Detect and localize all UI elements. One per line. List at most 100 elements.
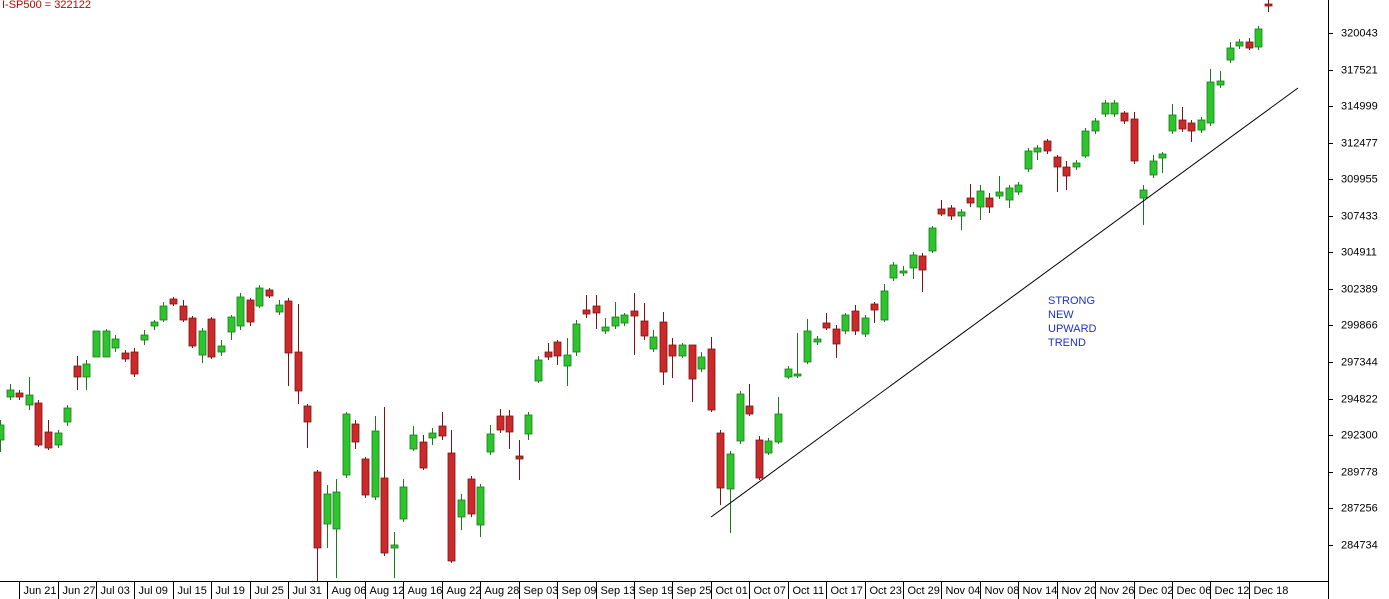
- x-tick-label: Jun 21: [24, 585, 57, 597]
- y-tick-label: 289778: [1341, 466, 1378, 478]
- candle-body: [803, 330, 812, 363]
- candle-body: [909, 254, 918, 269]
- candle-body: [255, 287, 264, 307]
- candle-body: [688, 344, 697, 380]
- candle-body: [1264, 3, 1273, 7]
- x-tick-label: Jul 31: [293, 585, 322, 597]
- candle-body: [707, 348, 716, 411]
- candle-body: [207, 318, 216, 358]
- y-tick-label: 312477: [1341, 137, 1378, 149]
- candle-body: [947, 207, 956, 217]
- candle-body: [918, 255, 927, 271]
- x-tick-label: Sep 13: [601, 585, 636, 597]
- candle-body: [179, 305, 188, 321]
- candle-body: [380, 477, 389, 554]
- candle-body: [486, 433, 495, 453]
- candle-body: [572, 323, 581, 353]
- candle-body: [1149, 160, 1158, 176]
- candle-body: [265, 289, 274, 297]
- candle-body: [592, 305, 601, 314]
- chart-title: I-SP500 = 322122: [2, 0, 91, 11]
- candle-body: [25, 394, 34, 406]
- x-tick-label: Nov 26: [1100, 585, 1135, 597]
- x-tick-label: Aug 28: [485, 585, 520, 597]
- candle-body: [524, 414, 533, 435]
- candle-body: [303, 405, 312, 423]
- candle-body: [1168, 114, 1177, 132]
- x-tick-label: Aug 12: [370, 585, 405, 597]
- candle-body: [227, 316, 236, 333]
- candle-body: [82, 363, 91, 378]
- candle-body: [1254, 28, 1263, 48]
- candle-body: [342, 413, 351, 476]
- candle-body: [1033, 147, 1042, 153]
- candle-body: [1053, 156, 1062, 168]
- candle-body: [841, 314, 850, 332]
- candle-body: [764, 440, 773, 454]
- candle-body: [496, 415, 505, 431]
- candle-body: [1178, 119, 1187, 130]
- candle-body: [1139, 189, 1148, 199]
- x-tick-label: Nov 08: [985, 585, 1020, 597]
- candle-body: [601, 326, 610, 332]
- candle-body: [985, 197, 994, 208]
- candle-body: [457, 499, 466, 518]
- x-tick-label: Sep 19: [639, 585, 674, 597]
- x-tick-label: Jul 25: [255, 585, 284, 597]
- candle-body: [1158, 153, 1167, 159]
- candle-body: [937, 208, 946, 215]
- x-tick-label: Dec 02: [1139, 585, 1174, 597]
- candle-body: [409, 434, 418, 450]
- candle-body: [323, 493, 332, 525]
- candle-body: [1235, 41, 1244, 47]
- x-tick-label: Oct 11: [793, 585, 825, 597]
- x-tick-label: Jul 09: [139, 585, 168, 597]
- candle-body: [476, 486, 485, 526]
- candle-body: [438, 425, 447, 437]
- annotation: STRONG: [1048, 295, 1095, 307]
- candle-body: [957, 211, 966, 217]
- candle-body: [1197, 119, 1206, 131]
- candle-body: [467, 478, 476, 515]
- x-tick-label: Jun 27: [63, 585, 96, 597]
- x-tick-label: Aug 22: [447, 585, 482, 597]
- candle-body: [447, 452, 456, 562]
- annotation: NEW: [1048, 309, 1074, 321]
- candle-body: [822, 322, 831, 329]
- candle-body: [928, 227, 937, 252]
- candle-body: [246, 299, 255, 323]
- candle-body: [1062, 166, 1071, 177]
- candle-body: [1216, 80, 1225, 86]
- candle-body: [188, 317, 197, 347]
- candle-body: [1043, 140, 1052, 152]
- y-tick-label: 320043: [1341, 27, 1378, 39]
- y-tick-label: 299866: [1341, 319, 1378, 331]
- y-tick-label: 314999: [1341, 100, 1378, 112]
- x-tick-label: Dec 06: [1177, 585, 1212, 597]
- candle-body: [371, 430, 380, 498]
- candle-body: [1072, 162, 1081, 168]
- y-tick-label: 292300: [1341, 429, 1378, 441]
- candle-body: [889, 264, 898, 279]
- candle-body: [236, 296, 245, 327]
- x-tick-label: Nov 20: [1062, 585, 1097, 597]
- candle-body: [851, 310, 860, 332]
- x-tick-label: Jul 15: [178, 585, 207, 597]
- candle-body: [813, 338, 822, 343]
- x-tick-label: Dec 18: [1254, 585, 1289, 597]
- candle-body: [399, 486, 408, 520]
- candle-body: [899, 270, 908, 274]
- candle-body: [1245, 41, 1254, 49]
- candle-body: [1024, 150, 1033, 170]
- candle-body: [611, 316, 620, 327]
- x-tick-label: Nov 14: [1023, 585, 1058, 597]
- candle-body: [736, 393, 745, 442]
- candle-body: [121, 352, 130, 360]
- candle-body: [34, 402, 43, 446]
- candle-body: [111, 338, 120, 349]
- annotation: TREND: [1048, 337, 1086, 349]
- y-tick-label: 302389: [1341, 283, 1378, 295]
